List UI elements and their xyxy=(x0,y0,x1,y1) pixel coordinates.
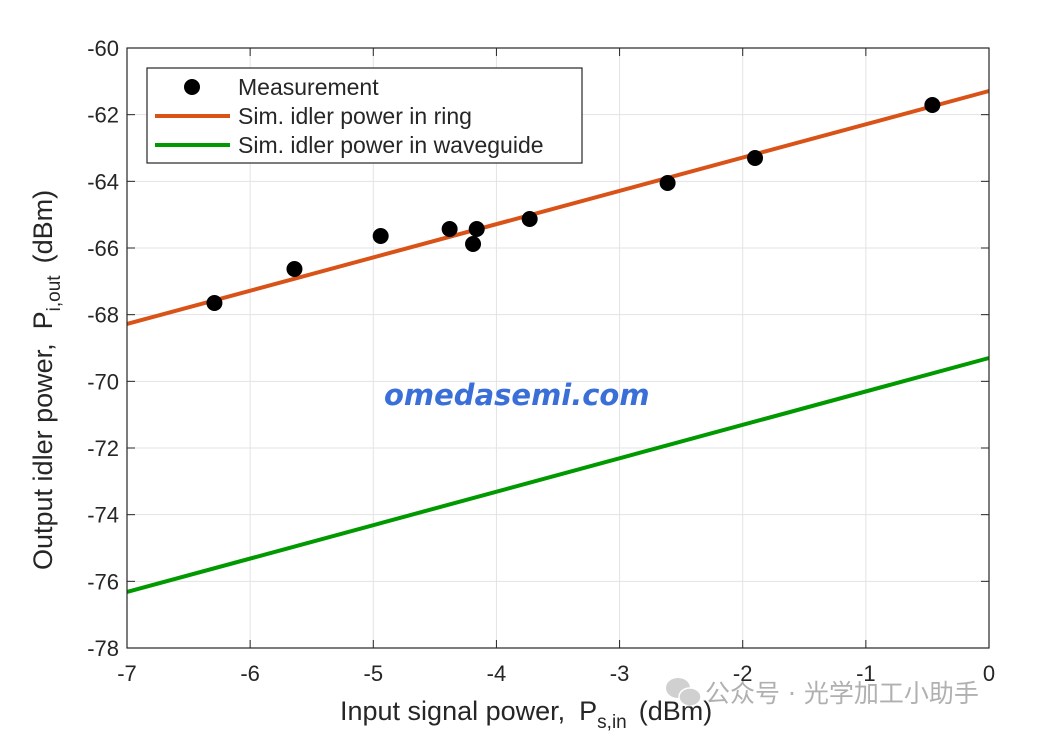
y-tick-label: -66 xyxy=(87,236,119,261)
watermark-wechat: 公众号 · 光学加工小助手 xyxy=(666,678,979,708)
x-tick-label: -5 xyxy=(364,661,384,686)
plot-frame xyxy=(126,47,990,649)
legend: Measurement Sim. idler power in ring Sim… xyxy=(146,67,583,164)
svg-text:公众号 · 光学加工小助手: 公众号 · 光学加工小助手 xyxy=(705,679,979,708)
x-tick-label: -3 xyxy=(610,661,630,686)
measurement-point xyxy=(372,228,389,244)
y-tick-label: -76 xyxy=(87,569,119,594)
legend-marker-measurement xyxy=(184,79,200,95)
svg-text:Output idler power,Pi,out(dBm): Output idler power,Pi,out(dBm) xyxy=(28,190,65,570)
legend-label-measurement: Measurement xyxy=(238,74,379,100)
watermark: omedasemi.com xyxy=(384,378,650,412)
x-tick-label: -2 xyxy=(733,661,753,686)
legend-label-ring: Sim. idler power in ring xyxy=(238,103,472,129)
y-tick-label: -70 xyxy=(87,369,119,394)
y-axis-label: Output idler power,Pi,out(dBm) xyxy=(28,190,65,570)
svg-text:Input signal power,Ps,in(dBm): Input signal power, Ps,in (dBm) xyxy=(340,696,712,733)
measurement-point xyxy=(286,261,303,277)
measurement-point xyxy=(924,97,941,113)
wechat-icon xyxy=(666,678,702,707)
x-tick-label: -6 xyxy=(240,661,260,686)
measurement-point xyxy=(206,295,223,311)
ticks: -7 -6 -5 -4 -3 -2 -1 0 -78 -76 -74 -72 -70 -68 -66 -64 -… xyxy=(87,36,995,686)
measurement-point xyxy=(659,175,676,191)
x-tick-label: -7 xyxy=(117,661,137,686)
x-tick-label: -1 xyxy=(856,661,876,686)
measurement-point xyxy=(747,150,764,166)
series-layer xyxy=(126,89,990,594)
y-tick-label: -78 xyxy=(87,636,119,661)
y-tick-label: -60 xyxy=(87,36,119,61)
ring-sim-line xyxy=(126,89,990,326)
measurement-point xyxy=(521,211,538,227)
measurement-point xyxy=(465,236,482,252)
x-tick-label: -4 xyxy=(487,661,507,686)
y-tick-label: -62 xyxy=(87,103,119,128)
x-axis-label: Input signal power, Ps,in (dBm) xyxy=(340,696,712,733)
y-tick-label: -74 xyxy=(87,503,119,528)
waveguide-sim-line xyxy=(126,356,990,594)
measurement-point xyxy=(441,221,458,237)
x-tick-label: 0 xyxy=(983,661,995,686)
y-tick-label: -68 xyxy=(87,303,119,328)
y-tick-label: -64 xyxy=(87,169,119,194)
legend-label-waveguide: Sim. idler power in waveguide xyxy=(238,132,544,158)
measurement-point xyxy=(468,221,485,237)
y-tick-label: -72 xyxy=(87,436,119,461)
